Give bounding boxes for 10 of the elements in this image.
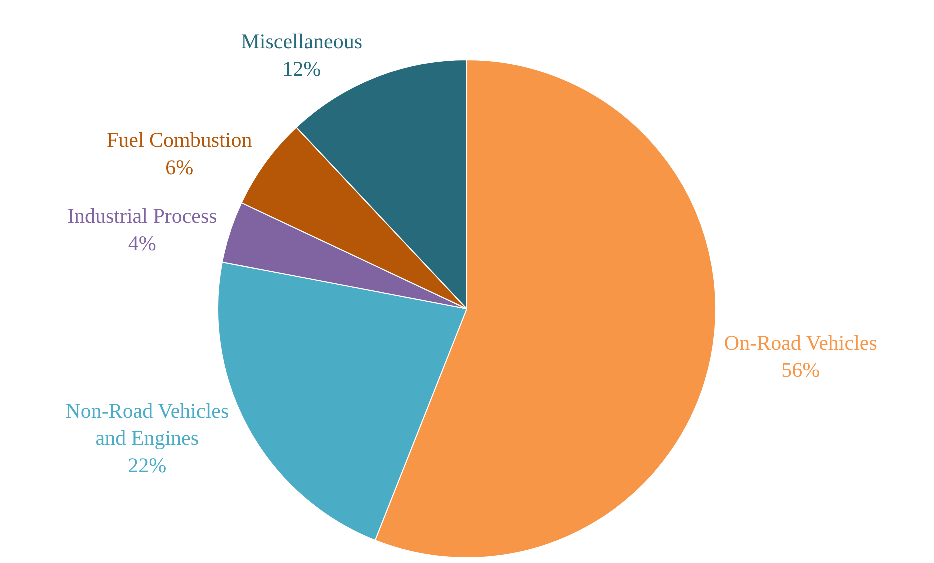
data-label: 56% xyxy=(782,358,820,382)
slice-label: Miscellaneous xyxy=(241,30,363,54)
slice-label: Fuel Combustion xyxy=(106,128,253,152)
slice-label: Non-Road Vehicles and Engines xyxy=(66,398,230,450)
data-label: 22% xyxy=(128,453,167,478)
slice-label: On-Road Vehicles xyxy=(724,330,878,355)
data-label: 4% xyxy=(128,231,156,256)
slice-label: Industrial Process xyxy=(67,204,218,228)
data-label: 6% xyxy=(166,155,194,180)
data-label: 12% xyxy=(282,56,322,81)
